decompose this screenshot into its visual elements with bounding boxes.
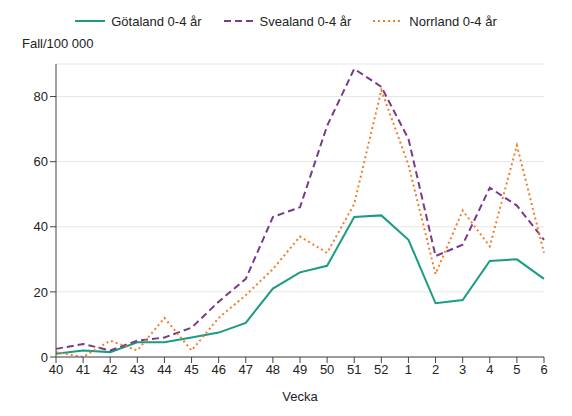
svg-text:43: 43 bbox=[130, 362, 144, 377]
html-text:Fall/100 000: Fall/100 000 bbox=[22, 36, 94, 51]
svg-text:6: 6 bbox=[540, 362, 547, 377]
html-text:Norrland 0-4 år: Norrland 0-4 år bbox=[409, 13, 497, 29]
svg-text:1: 1 bbox=[405, 362, 412, 377]
svg-text:3: 3 bbox=[459, 362, 466, 377]
svg-text:52: 52 bbox=[374, 362, 388, 377]
svg-text:0: 0 bbox=[41, 350, 48, 365]
svg-text:51: 51 bbox=[347, 362, 361, 377]
svg-text:46: 46 bbox=[211, 362, 225, 377]
svg-text:48: 48 bbox=[266, 362, 280, 377]
svg-text:41: 41 bbox=[76, 362, 90, 377]
svg-text:40: 40 bbox=[49, 362, 63, 377]
svg-text:42: 42 bbox=[103, 362, 117, 377]
svg-text:50: 50 bbox=[320, 362, 334, 377]
svg-text:80: 80 bbox=[34, 89, 48, 104]
svg-text:49: 49 bbox=[293, 362, 307, 377]
svg-text:47: 47 bbox=[239, 362, 253, 377]
svg-text:60: 60 bbox=[34, 154, 48, 169]
svg-text:5: 5 bbox=[513, 362, 520, 377]
svg-text:2: 2 bbox=[432, 362, 439, 377]
html-text:Götaland 0-4 år: Götaland 0-4 år bbox=[111, 13, 202, 29]
svg-text:4: 4 bbox=[486, 362, 493, 377]
svg-text:20: 20 bbox=[34, 285, 48, 300]
svg-text:Vecka: Vecka bbox=[282, 389, 318, 404]
svg-text:40: 40 bbox=[34, 219, 48, 234]
html-text:Svealand 0-4 år: Svealand 0-4 år bbox=[259, 13, 352, 29]
svg-text:45: 45 bbox=[184, 362, 198, 377]
svg-text:44: 44 bbox=[157, 362, 171, 377]
